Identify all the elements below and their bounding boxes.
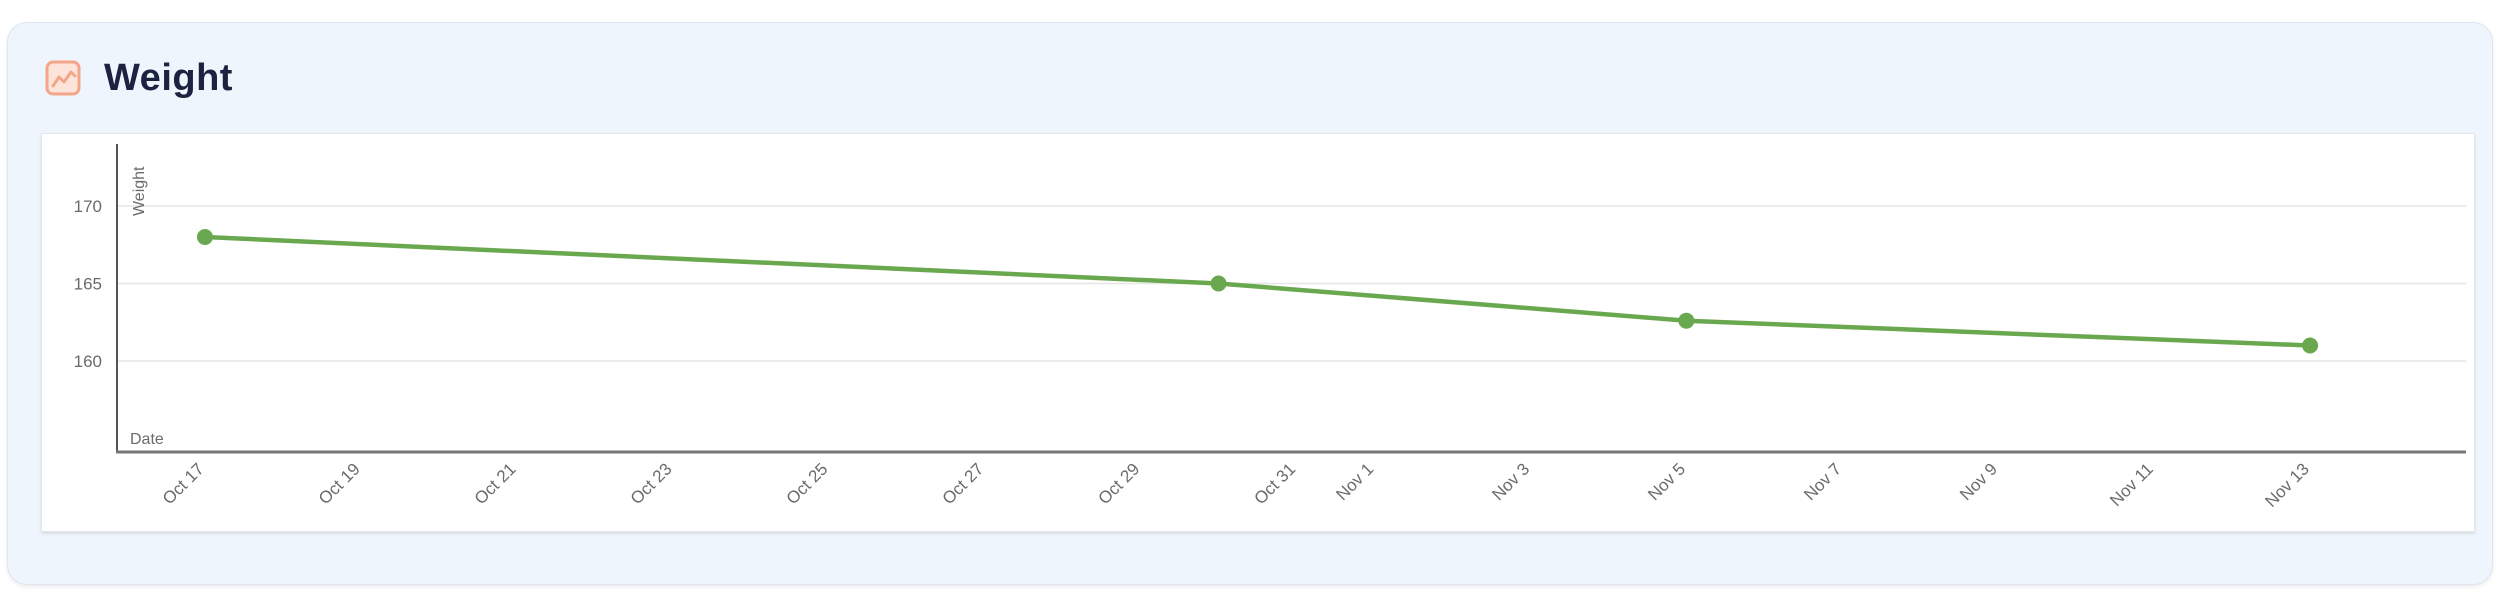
- y-axis-title: Weight: [131, 166, 148, 216]
- chart-panel: 160 165 170 Oct 17 Oct 19 Oct 21 Oct 23 Oct 25…: [41, 133, 2475, 532]
- x-tick-label: Nov 7: [1800, 459, 1845, 504]
- x-tick-label: Nov 11: [2106, 459, 2157, 510]
- data-point[interactable]: [196, 229, 213, 245]
- x-tick-label: Nov 13: [2261, 459, 2313, 511]
- x-tick-label: Oct 21: [471, 459, 520, 508]
- y-tick-labels: 160 165 170: [74, 197, 102, 371]
- data-point[interactable]: [2302, 337, 2319, 354]
- data-point[interactable]: [1678, 312, 1695, 329]
- data-point[interactable]: [1210, 275, 1227, 292]
- card-header: Weight: [44, 57, 233, 100]
- x-tick-label: Oct 19: [315, 459, 364, 508]
- grid-lines: [117, 205, 2466, 362]
- x-tick-label: Nov 9: [1956, 459, 2001, 504]
- y-tick-label: 165: [74, 275, 102, 294]
- axes: [116, 144, 2466, 454]
- weight-line-chart: 160 165 170 Oct 17 Oct 19 Oct 21 Oct 23 Oct 25…: [74, 144, 2466, 511]
- x-axis-title: Date: [130, 431, 164, 448]
- x-tick-label: Oct 27: [939, 459, 988, 508]
- y-tick-label: 170: [74, 197, 102, 216]
- line-chart-icon: [45, 60, 81, 95]
- x-tick-label: Oct 31: [1250, 459, 1299, 508]
- x-tick-labels: Oct 17 Oct 19 Oct 21 Oct 23 Oct 25 Oct 27 Oct …: [159, 459, 2313, 511]
- x-tick-label: Oct 23: [627, 459, 676, 508]
- x-tick-label: Nov 3: [1488, 459, 1533, 504]
- x-tick-label: Nov 5: [1644, 459, 1689, 504]
- card-title: Weight: [104, 57, 233, 99]
- x-tick-label: Nov 1: [1332, 459, 1377, 504]
- x-tick-label: Oct 29: [1095, 459, 1144, 508]
- x-tick-label: Oct 25: [783, 459, 832, 508]
- y-tick-label: 160: [74, 352, 102, 371]
- series-group: [196, 229, 2319, 354]
- series-line: [202, 234, 2313, 348]
- x-tick-label: Oct 17: [159, 459, 208, 508]
- weight-card: Weight 160 165 170 Oct 17 Oct 19 Oct 21 Oct 2…: [7, 22, 2493, 585]
